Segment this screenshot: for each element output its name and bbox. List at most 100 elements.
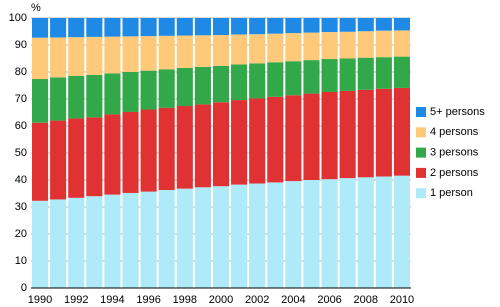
bar-segment <box>68 118 85 198</box>
legend-swatch <box>416 188 426 199</box>
bar-segment <box>176 188 193 288</box>
bar-segment <box>212 18 230 36</box>
x-tick-label: 2004 <box>281 294 305 306</box>
bar-segment <box>249 34 266 64</box>
bar-segment <box>50 77 67 121</box>
bar-segment <box>122 36 139 72</box>
bar-segment <box>68 18 85 38</box>
bar-segment <box>357 57 374 90</box>
bar-segment <box>267 182 284 288</box>
bar-segment <box>32 37 49 80</box>
bar-segment <box>32 79 49 123</box>
bar-segment <box>140 70 157 110</box>
legend-label: 5+ persons <box>430 106 485 118</box>
bar-segment <box>249 18 266 35</box>
bar-segment <box>267 18 284 34</box>
bar-segment <box>357 177 374 288</box>
bar-segment <box>176 18 193 36</box>
bar-segment <box>339 90 356 179</box>
bar-segment <box>68 197 85 288</box>
x-tick-label: 2000 <box>209 294 233 306</box>
legend-swatch <box>416 127 426 138</box>
bar-segment <box>104 18 121 37</box>
bar-segment <box>176 35 193 68</box>
bar-segment <box>357 31 374 58</box>
x-tick-label: 2010 <box>390 294 414 306</box>
bar-segment <box>86 196 103 288</box>
bar-segment <box>267 96 284 183</box>
bar-segment <box>339 31 356 59</box>
bar-segment <box>212 65 230 103</box>
bar-segment <box>285 61 302 96</box>
bar-segment <box>249 183 266 288</box>
bar-segment <box>158 107 175 190</box>
bar-segment <box>122 192 139 288</box>
bar-segment <box>68 75 85 119</box>
y-tick-label: 0 <box>21 282 27 294</box>
bar-segment <box>176 67 193 107</box>
x-tick-label: 2002 <box>245 294 269 306</box>
bar-segment <box>303 93 320 180</box>
bar-segment <box>140 18 157 37</box>
bar-segment <box>212 35 230 66</box>
bar-segment <box>140 36 157 71</box>
bar-segment <box>231 34 248 65</box>
bar-segment <box>375 18 392 31</box>
x-tick-label: 1998 <box>173 294 197 306</box>
x-tick-label: 1994 <box>100 294 124 306</box>
bar-segment <box>194 187 211 288</box>
y-tick-label: 70 <box>15 93 27 105</box>
bar-segment <box>86 36 103 75</box>
bar-segment <box>339 18 356 32</box>
bar-segment <box>285 95 302 182</box>
bar-segment <box>104 73 121 115</box>
bar-segment <box>303 180 320 288</box>
bar-segment <box>357 89 374 178</box>
bar-segment <box>231 100 248 185</box>
bar-segment <box>122 72 139 112</box>
bar-segment <box>32 122 49 201</box>
bar-segment <box>32 18 49 38</box>
bar-segment <box>339 178 356 288</box>
bar-segment <box>50 199 67 288</box>
bar-segment <box>303 60 320 94</box>
bar-segment <box>86 74 103 118</box>
bar-segment <box>249 63 266 99</box>
bar-segment <box>194 35 211 67</box>
x-tick-label: 1990 <box>28 294 52 306</box>
bar-segment <box>321 18 338 33</box>
bar-segment <box>285 18 302 34</box>
y-tick-label: 20 <box>15 228 27 240</box>
bar-segment <box>231 184 248 288</box>
bar-segment <box>393 56 410 88</box>
x-tick-label: 2008 <box>354 294 378 306</box>
bar-segment <box>194 66 211 105</box>
bar-segment <box>86 18 103 37</box>
bar-segment <box>357 18 374 32</box>
legend-swatch <box>416 107 426 117</box>
bar-segment <box>104 36 121 74</box>
y-axis-label: % <box>31 2 41 14</box>
bar-segment <box>375 176 392 288</box>
bar-segment <box>393 87 410 176</box>
bar-segment <box>285 33 302 62</box>
y-tick-label: 30 <box>15 201 27 213</box>
x-tick-label: 1996 <box>136 294 160 306</box>
bar-segment <box>50 120 67 200</box>
bar-segment <box>375 57 392 89</box>
y-tick-label: 60 <box>15 120 27 132</box>
bar-segment <box>140 109 157 192</box>
bar-segment <box>321 91 338 180</box>
legend-label: 2 persons <box>430 167 479 179</box>
bar-segment <box>285 181 302 288</box>
bar-segment <box>249 98 266 184</box>
bar-segment <box>375 30 392 58</box>
bar-segment <box>321 179 338 288</box>
bar-segment <box>321 32 338 60</box>
bar-segment <box>32 200 49 288</box>
bar-segment <box>194 104 211 188</box>
bar-segment <box>231 64 248 101</box>
legend-label: 3 persons <box>430 147 479 159</box>
bar-segment <box>231 18 248 35</box>
